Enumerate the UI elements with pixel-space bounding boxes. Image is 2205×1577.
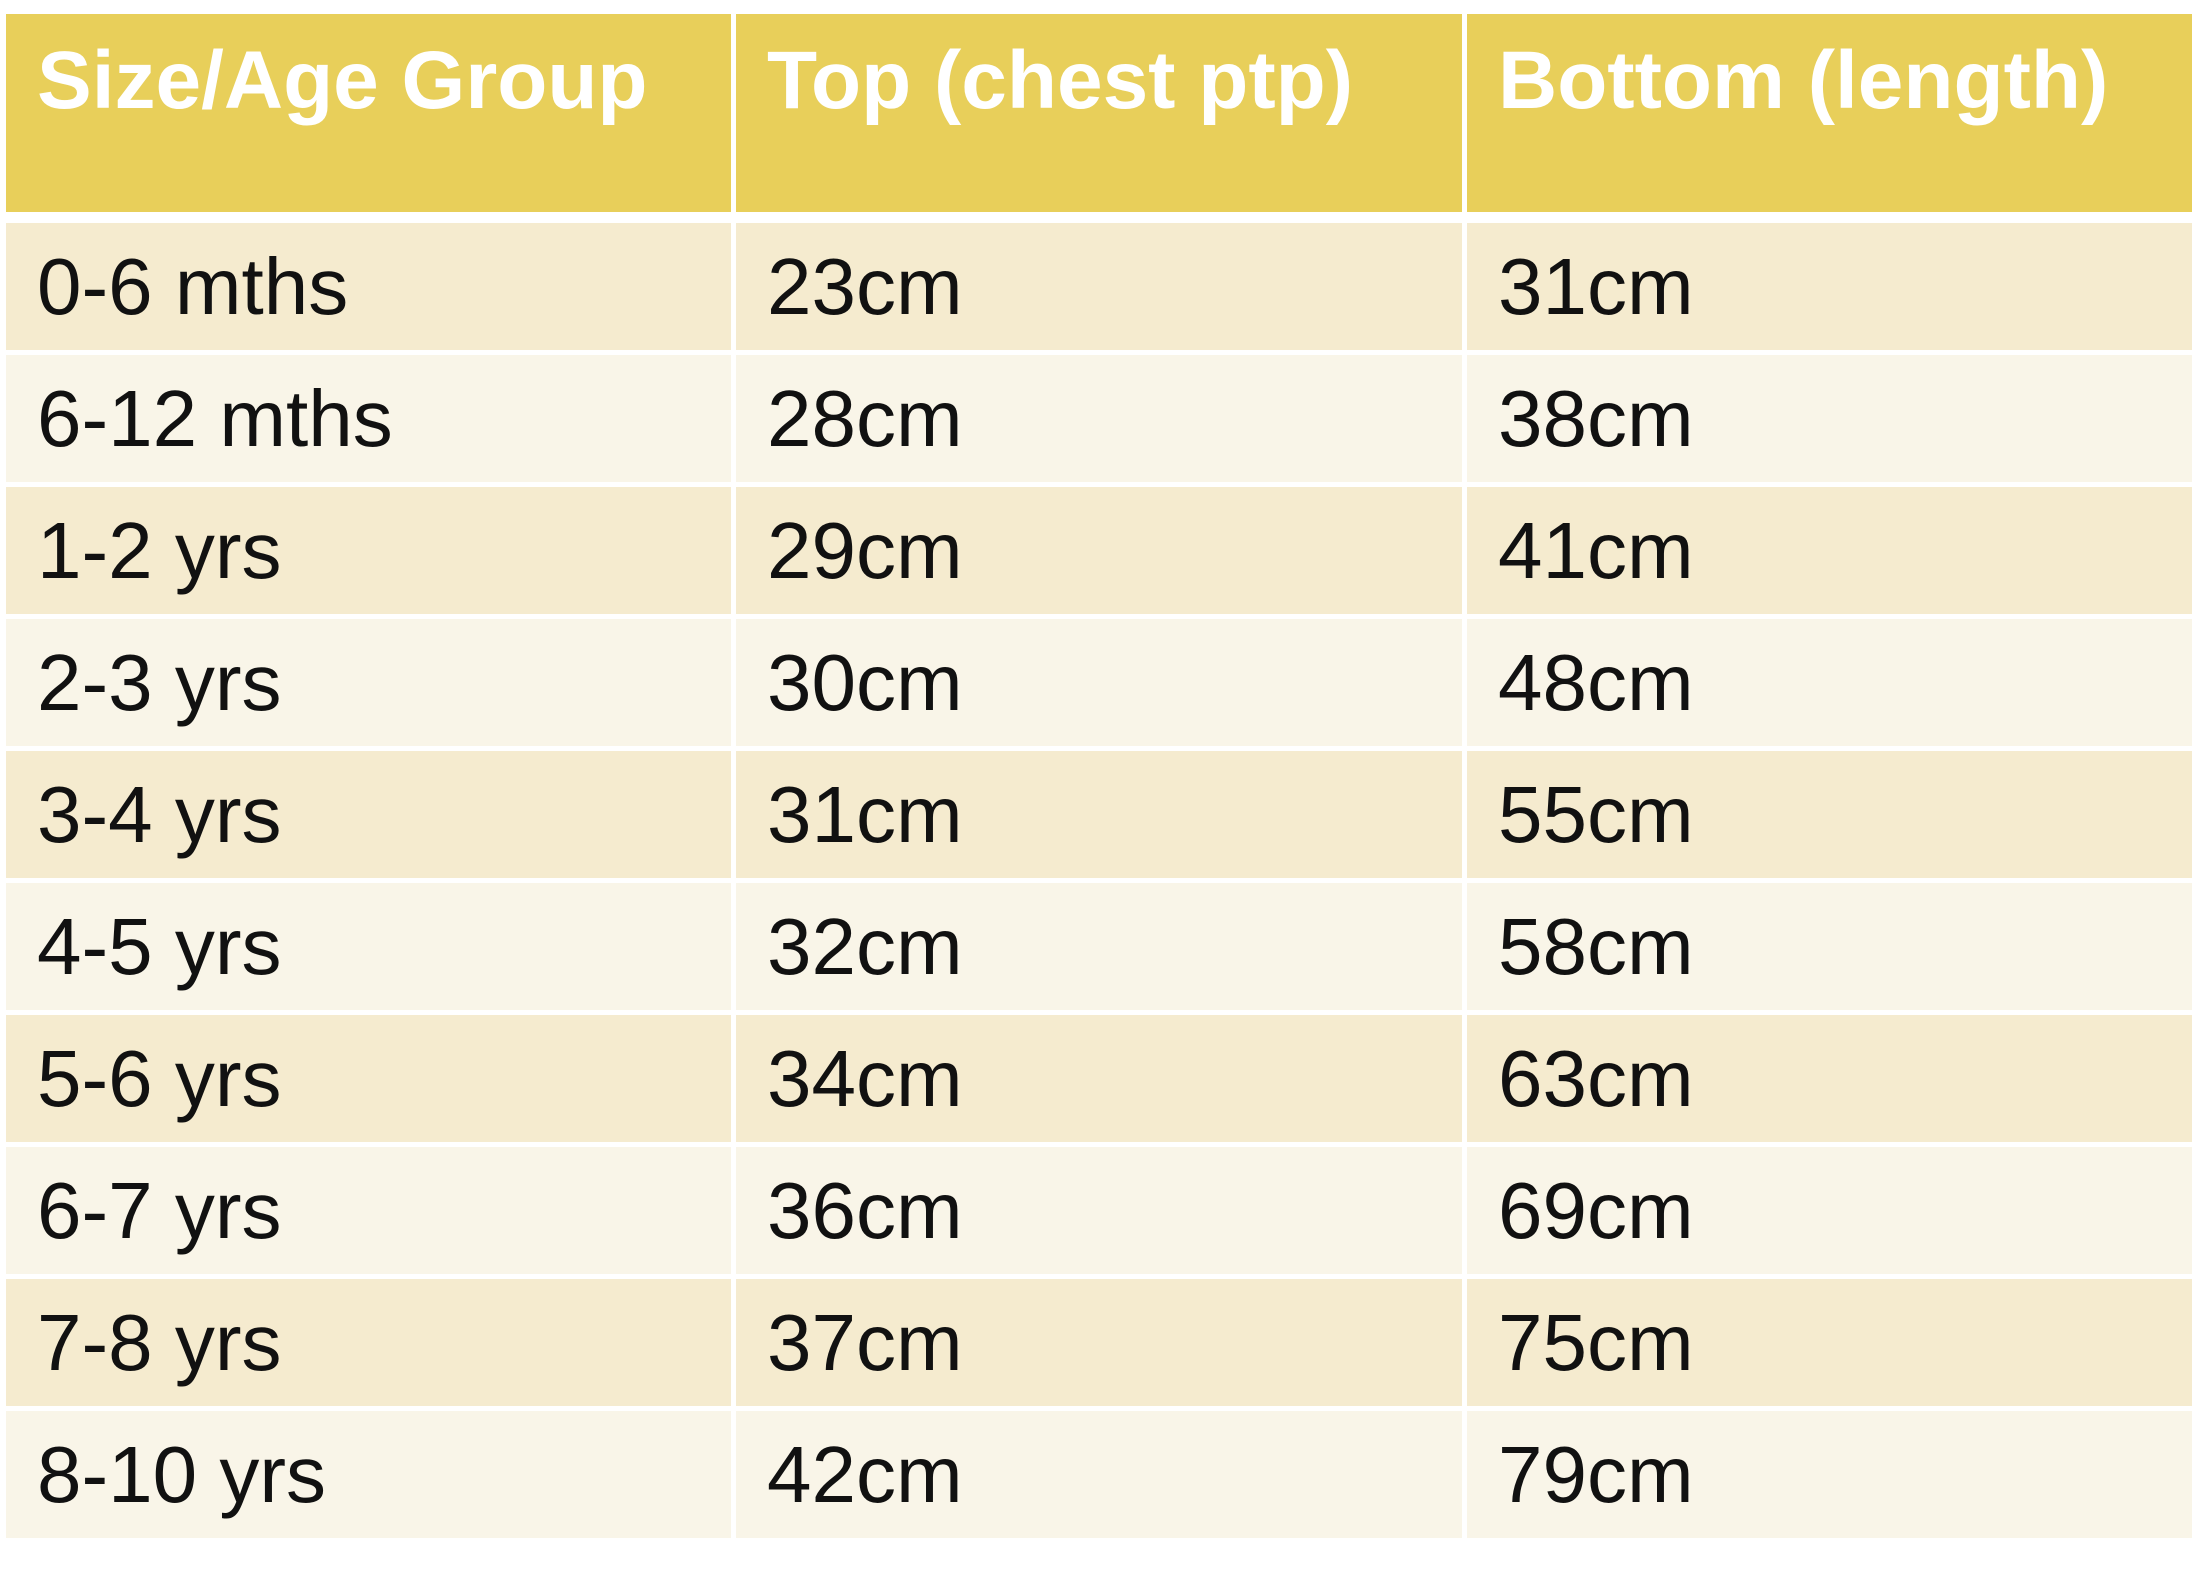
table-cell: 75cm xyxy=(1498,1298,1694,1387)
table-cell: 34cm xyxy=(736,1015,1467,1142)
table-row: 0-6 mths 23cm 31cm xyxy=(6,223,2192,355)
table-cell: 30cm xyxy=(736,619,1467,746)
table-row: 5-6 yrs 34cm 63cm xyxy=(6,1015,2192,1147)
table-cell: 42cm xyxy=(736,1411,1467,1538)
table-cell: 5-6 yrs xyxy=(6,1015,736,1142)
header-row: Size/Age Group Top (chest ptp) Bottom (len… xyxy=(6,14,2192,223)
table-cell: 55cm xyxy=(1498,770,1694,859)
table-cell: 1-2 yrs xyxy=(6,487,736,614)
table-cell: 31cm xyxy=(736,751,1467,878)
table-cell: 31cm xyxy=(1498,242,1694,331)
header-cell: Bottom (length) xyxy=(1498,35,2109,126)
table-cell: 79cm xyxy=(1498,1430,1694,1519)
table-cell: 41cm xyxy=(1498,506,1694,595)
header-cell: Top (chest ptp) xyxy=(736,14,1467,212)
table-cell: 8-10 yrs xyxy=(6,1411,736,1538)
table-cell: 29cm xyxy=(736,487,1467,614)
table-cell: 36cm xyxy=(736,1147,1467,1274)
table-cell: 32cm xyxy=(736,883,1467,1010)
table-cell: 4-5 yrs xyxy=(6,883,736,1010)
table-row: 3-4 yrs 31cm 55cm xyxy=(6,751,2192,883)
table-cell: 38cm xyxy=(1498,374,1694,463)
table-cell: 0-6 mths xyxy=(6,223,736,350)
table-cell: 2-3 yrs xyxy=(6,619,736,746)
table-cell: 28cm xyxy=(736,355,1467,482)
table-row: 2-3 yrs 30cm 48cm xyxy=(6,619,2192,751)
table-cell: 7-8 yrs xyxy=(6,1279,736,1406)
table-cell: 6-12 mths xyxy=(6,355,736,482)
table-row: 6-7 yrs 36cm 69cm xyxy=(6,1147,2192,1279)
table-cell: 63cm xyxy=(1498,1034,1694,1123)
table-cell: 37cm xyxy=(736,1279,1467,1406)
table-cell: 6-7 yrs xyxy=(6,1147,736,1274)
size-table: Size/Age Group Top (chest ptp) Bottom (len… xyxy=(6,14,2192,1543)
table-cell: 3-4 yrs xyxy=(6,751,736,878)
header-cell: Size/Age Group xyxy=(6,14,736,212)
table-row: 7-8 yrs 37cm 75cm xyxy=(6,1279,2192,1411)
table-row: 6-12 mths 28cm 38cm xyxy=(6,355,2192,487)
table-cell: 48cm xyxy=(1498,638,1694,727)
table-cell: 58cm xyxy=(1498,902,1694,991)
table-row: 8-10 yrs 42cm 79cm xyxy=(6,1411,2192,1543)
table-cell: 23cm xyxy=(736,223,1467,350)
table-row: 4-5 yrs 32cm 58cm xyxy=(6,883,2192,1015)
table-row: 1-2 yrs 29cm 41cm xyxy=(6,487,2192,619)
table-cell: 69cm xyxy=(1498,1166,1694,1255)
